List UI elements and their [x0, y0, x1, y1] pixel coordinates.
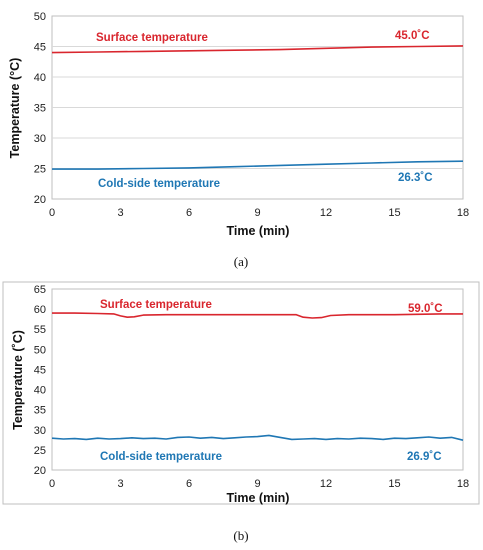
- x-tick-label: 9: [254, 207, 260, 219]
- y-tick-label: 20: [34, 194, 46, 206]
- plot-frame: [51, 288, 464, 471]
- x-tick-label: 3: [117, 207, 123, 219]
- panel-label: (a): [234, 254, 248, 269]
- y-tick-label: 30: [34, 133, 46, 145]
- x-tick-label: 0: [49, 207, 55, 219]
- y-tick-label: 45: [34, 42, 46, 54]
- annotation-cold-label: Cold-side temperature: [98, 178, 220, 190]
- series-line-surface: [52, 312, 463, 319]
- x-tick-label: 6: [186, 207, 192, 219]
- y-tick-label: 50: [34, 11, 46, 23]
- series-line-cold: [52, 160, 464, 170]
- panel-a: 20 25 30 35 40 45 50 0 3 6 9 12 15 18 Surface tempera…: [8, 11, 469, 269]
- panel-border: [2, 281, 480, 505]
- x-tick-label: 18: [457, 478, 469, 490]
- x-tick-label: 15: [388, 207, 400, 219]
- plot-layer: 20 25 30 35 40 45 50 55 60 65 0 3 6 9 12 15 18: [34, 284, 469, 490]
- series-line-surface: [51, 45, 464, 54]
- y-tick-label: 65: [34, 284, 46, 296]
- x-tick-label: 12: [320, 478, 332, 490]
- series-line-cold: [51, 434, 464, 441]
- panel-label: (b): [233, 528, 248, 543]
- y-tick-label: 50: [34, 344, 46, 356]
- annotation-cold-value: 26.9˚C: [407, 451, 442, 463]
- y-tick-label: 25: [34, 164, 46, 176]
- x-tick-label: 12: [320, 207, 332, 219]
- y-tick-label: 35: [34, 103, 46, 115]
- x-axis-title: Time (min): [227, 224, 290, 238]
- y-axis-title: Temperature (˚C): [11, 330, 25, 430]
- annotation-surface-value: 45.0˚C: [395, 30, 430, 42]
- y-axis-title: Temperature (°C): [8, 58, 22, 159]
- annotation-surface-label: Surface temperature: [100, 299, 212, 311]
- x-tick-label: 3: [117, 478, 123, 490]
- y-tick-label: 30: [34, 425, 46, 437]
- x-tick-label: 18: [457, 207, 469, 219]
- y-tick-label: 60: [34, 304, 46, 316]
- annotation-cold-value: 26.3˚C: [398, 172, 433, 184]
- y-tick-label: 20: [34, 465, 46, 477]
- y-tick-label: 40: [34, 385, 46, 397]
- y-tick-label: 40: [34, 72, 46, 84]
- x-tick-label: 6: [186, 478, 192, 490]
- y-tick-label: 55: [34, 324, 46, 336]
- annotation-cold-label: Cold-side temperature: [100, 451, 222, 463]
- x-tick-label: 0: [49, 478, 55, 490]
- panel-b: 20 25 30 35 40 45 50 55 60 65 0 3 6 9 12 15 18 Surface t…: [2, 281, 480, 543]
- y-tick-label: 25: [34, 445, 46, 457]
- x-axis-title: Time (min): [227, 491, 290, 505]
- x-tick-label: 9: [254, 478, 260, 490]
- annotation-surface-label: Surface temperature: [96, 32, 208, 44]
- annotation-surface-value: 59.0˚C: [408, 303, 443, 315]
- plot-layer: 20 25 30 35 40 45 50 0 3 6 9 12 15 18: [34, 11, 469, 219]
- y-tick-label: 45: [34, 364, 46, 376]
- y-tick-label: 35: [34, 405, 46, 417]
- x-tick-label: 15: [388, 478, 400, 490]
